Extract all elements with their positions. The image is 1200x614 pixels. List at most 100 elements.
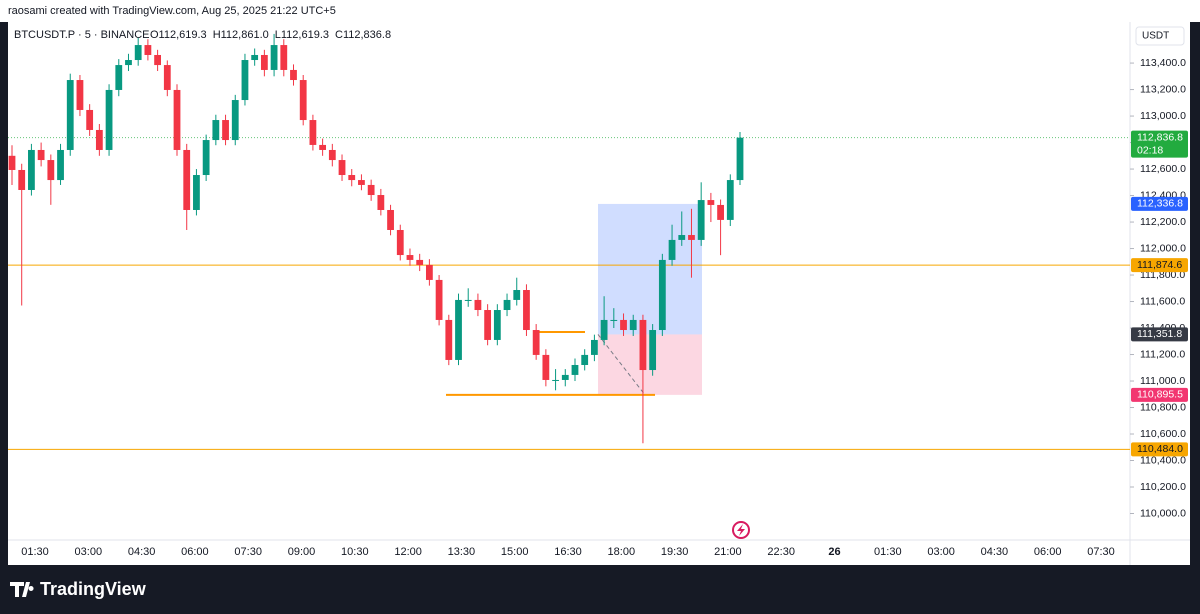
x-tick-label: 03:00 xyxy=(75,546,103,558)
candle-body xyxy=(571,364,579,375)
candle-body xyxy=(173,89,181,150)
candle-body xyxy=(37,149,45,161)
candle-body xyxy=(66,80,74,150)
position-path xyxy=(597,334,646,396)
price-tag xyxy=(1131,258,1188,273)
candle-body xyxy=(28,149,35,190)
candle-body xyxy=(396,229,404,256)
x-tick-label: 03:00 xyxy=(927,546,955,558)
candle-body xyxy=(445,319,453,360)
candle-body xyxy=(668,239,676,260)
candle-body xyxy=(736,137,744,181)
position-target-zone xyxy=(598,203,702,335)
y-tick-label: 113,000.0 xyxy=(1140,110,1186,122)
x-tick-label: 06:00 xyxy=(181,546,209,558)
price-tag xyxy=(1131,327,1188,342)
icon-bolt[interactable] xyxy=(737,524,745,536)
candle-body xyxy=(105,89,113,150)
candle-body xyxy=(387,209,394,230)
candle-body xyxy=(86,109,94,130)
candle-body xyxy=(154,54,161,66)
candle-body xyxy=(144,45,152,55)
candle-body xyxy=(697,200,705,240)
candle-body xyxy=(290,69,297,81)
x-tick-label: 01:30 xyxy=(874,546,902,558)
candle-body xyxy=(658,259,666,331)
candle-body xyxy=(581,354,589,365)
candle-body xyxy=(649,330,657,371)
ohlc-value: H112,861.0 xyxy=(213,29,269,41)
candle-body xyxy=(493,310,501,340)
top-bar xyxy=(0,0,1200,22)
price-tag-label: 112,336.8 xyxy=(1137,198,1183,210)
lightning-icon[interactable] xyxy=(732,521,750,539)
candle-body xyxy=(464,299,472,301)
candle-body xyxy=(18,169,26,190)
candle-body xyxy=(193,175,200,210)
candle-body xyxy=(163,65,171,90)
candle-body xyxy=(47,160,55,181)
candle-body xyxy=(338,160,346,176)
x-tick-label: 16:30 xyxy=(554,546,582,558)
currency[interactable]: USDT xyxy=(1142,31,1169,42)
candle-body xyxy=(95,129,103,150)
x-tick-label: 18:00 xyxy=(608,546,636,558)
candle-body xyxy=(309,120,317,145)
candle-body xyxy=(280,45,288,70)
candle-body xyxy=(319,144,327,150)
x-tick-label: 04:30 xyxy=(981,546,1009,558)
candle-body xyxy=(455,299,462,360)
candle-body xyxy=(367,184,375,196)
candle-body xyxy=(629,319,637,331)
candle-body xyxy=(620,319,627,331)
x-tick-label: 07:30 xyxy=(1087,546,1115,558)
countdown: 02:18 xyxy=(1137,144,1163,156)
x-tick-label: 06:00 xyxy=(1034,546,1062,558)
x-tick-label: 07:30 xyxy=(234,546,262,558)
y-tick-label: 111,000.0 xyxy=(1140,375,1185,387)
candle-body xyxy=(678,235,686,240)
candle-body xyxy=(726,180,734,220)
x-tick-label: 10:30 xyxy=(341,546,369,558)
candle-body xyxy=(503,299,511,311)
currency-button[interactable] xyxy=(1135,26,1185,46)
candle-body xyxy=(231,100,239,141)
x-tick-label: 01:30 xyxy=(21,546,49,558)
candle-body xyxy=(125,60,132,66)
price-tag xyxy=(1131,442,1188,457)
y-tick-label: 113,400.0 xyxy=(1140,57,1186,69)
current-price-tag xyxy=(1131,130,1188,158)
x-tick-label: 12:00 xyxy=(394,546,422,558)
price-tag-label: 110,484.0 xyxy=(1137,443,1183,455)
candle-body xyxy=(591,339,598,355)
x-tick-label: 26 xyxy=(828,546,840,558)
current-price-label: 112,836.8 xyxy=(1137,131,1183,143)
x-tick-label: 19:30 xyxy=(661,546,689,558)
candle-body xyxy=(222,120,229,141)
candle-body xyxy=(552,379,559,381)
x-tick-label: 15:00 xyxy=(501,546,529,558)
candle-body xyxy=(474,299,482,311)
price-tag-label: 110,895.5 xyxy=(1137,389,1183,401)
y-tick-label: 110,800.0 xyxy=(1140,401,1186,413)
y-tick-label: 110,400.0 xyxy=(1140,454,1186,466)
candle-body xyxy=(435,279,443,320)
y-tick-label: 110,600.0 xyxy=(1140,428,1186,440)
candle-body xyxy=(707,200,715,205)
candle-body xyxy=(260,54,268,70)
y-tick-label: 110,200.0 xyxy=(1140,481,1186,493)
candle-body xyxy=(134,45,142,61)
candle-body xyxy=(348,175,356,181)
x-tick-label: 21:00 xyxy=(714,546,742,558)
chart-pane xyxy=(8,22,1190,565)
candle-body xyxy=(484,310,492,340)
candle-body xyxy=(406,255,414,260)
candle-body xyxy=(513,290,521,300)
candle-body xyxy=(202,140,210,176)
candle-body xyxy=(425,264,433,280)
ohlc-value: O112,619.3 xyxy=(150,29,207,41)
candle-body xyxy=(76,80,84,110)
candle-body xyxy=(416,259,424,265)
candle-body xyxy=(212,120,220,141)
candle-body xyxy=(328,149,336,161)
